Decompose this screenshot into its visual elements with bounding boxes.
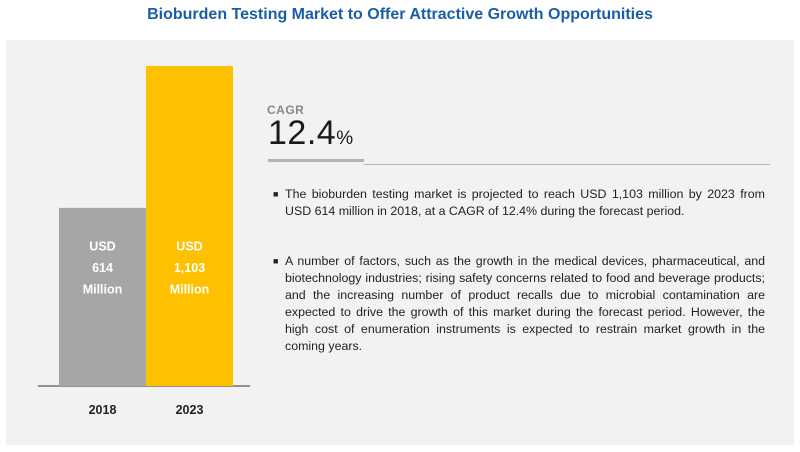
cagr-label: CAGR (267, 103, 305, 117)
cagr-value: 12.4% (268, 114, 353, 153)
x-tick-label: 2018 (89, 403, 117, 417)
cagr-number: 12.4 (268, 114, 337, 152)
divider-line (364, 164, 770, 165)
bar-data-label: Million (83, 283, 123, 297)
bullet-item: ■ The bioburden testing market is projec… (273, 186, 765, 220)
bar-2018 (59, 207, 146, 386)
bar-data-label: USD (176, 240, 202, 254)
x-tick-label: 2023 (176, 403, 204, 417)
bullet-text: A number of factors, such as the growth … (285, 254, 765, 353)
page-title: Bioburden Testing Market to Offer Attrac… (147, 6, 653, 23)
bar-data-label: Million (170, 283, 210, 297)
bar-2023 (146, 66, 233, 386)
bullet-marker-icon: ■ (273, 256, 279, 266)
bullet-marker-icon: ■ (273, 189, 279, 199)
cagr-unit: % (336, 128, 354, 149)
bullet-item: ■ A number of factors, such as the growt… (273, 253, 765, 355)
bullet-text: The bioburden testing market is projecte… (285, 187, 765, 218)
bar-data-label: 1,103 (174, 261, 205, 275)
cagr-underline (268, 159, 364, 162)
bar-data-label: USD (89, 240, 115, 254)
bar-data-label: 614 (92, 261, 113, 275)
